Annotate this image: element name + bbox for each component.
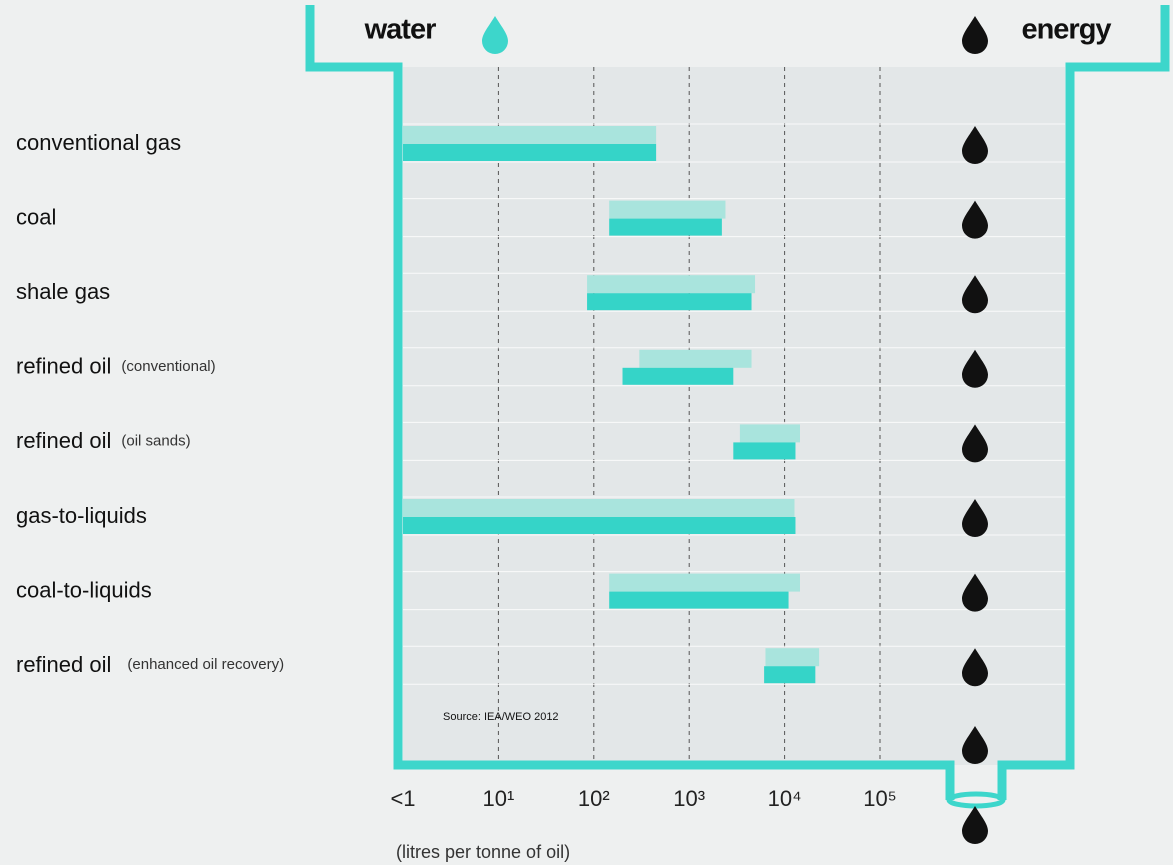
frame-left bbox=[305, 5, 955, 800]
range-bar bbox=[622, 367, 734, 385]
x-tick-label: 10⁴ bbox=[768, 786, 802, 811]
range-bar bbox=[739, 424, 800, 443]
energy-drop bbox=[962, 16, 988, 54]
range-bar bbox=[403, 144, 657, 161]
frame-right bbox=[997, 5, 1170, 800]
range-bar bbox=[639, 349, 752, 368]
category-label: coal-to-liquids bbox=[16, 577, 152, 602]
x-tick-label: 10³ bbox=[673, 786, 705, 811]
category-label: refined oil bbox=[16, 354, 111, 379]
range-bar bbox=[733, 442, 796, 460]
category-label: gas-to-liquids bbox=[16, 503, 147, 528]
category-label: shale gas bbox=[16, 279, 110, 304]
x-tick-label: 10¹ bbox=[483, 786, 515, 811]
x-axis-label: (litres per tonne of oil) bbox=[396, 842, 570, 862]
range-bar bbox=[765, 648, 820, 667]
water-drop bbox=[482, 16, 508, 54]
water-label: water bbox=[364, 14, 436, 46]
category-label: conventional gas bbox=[16, 130, 181, 155]
category-label: refined oil bbox=[16, 428, 111, 453]
range-bar bbox=[403, 499, 795, 517]
range-bar bbox=[587, 275, 756, 294]
x-tick-label: <1 bbox=[390, 786, 415, 811]
range-bar bbox=[403, 517, 796, 534]
x-tick-label: 10² bbox=[578, 786, 610, 811]
range-bar bbox=[609, 218, 722, 236]
plot-area bbox=[403, 67, 1065, 765]
drain bbox=[946, 791, 1006, 809]
category-label: refined oil bbox=[16, 652, 111, 677]
range-bar bbox=[587, 293, 752, 311]
range-bar bbox=[609, 200, 726, 219]
energy-drop bbox=[962, 806, 988, 844]
energy-label: energy bbox=[1021, 14, 1111, 46]
source: Source: IEA/WEO 2012 bbox=[443, 711, 559, 723]
category-note: (conventional) bbox=[121, 358, 215, 375]
category-note: (oil sands) bbox=[121, 432, 190, 449]
range-bar bbox=[764, 666, 816, 684]
range-bar bbox=[609, 591, 789, 609]
range-bar bbox=[609, 573, 800, 592]
range-bar bbox=[403, 126, 657, 144]
category-label: coal bbox=[16, 204, 56, 229]
x-tick-label: 10⁵ bbox=[863, 786, 897, 811]
category-note: (enhanced oil recovery) bbox=[127, 656, 284, 673]
